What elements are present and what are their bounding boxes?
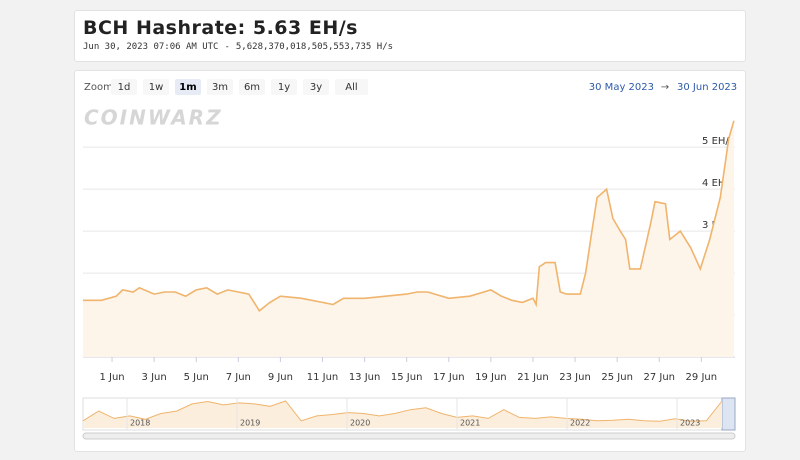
x-tick-label: 9 Jun [268,372,293,383]
range-arrow: → [661,82,669,93]
range-to[interactable]: 30 Jun 2023 [677,82,737,93]
zoom-button[interactable] [111,79,137,95]
range-from[interactable]: 30 May 2023 [589,82,654,93]
subtitle: Jun 30, 2023 07:06 AM UTC -5,628,370,018,… [83,42,399,52]
watermark: COINWARZ [84,106,223,130]
zoom-button-label[interactable]: 3m [212,82,228,93]
zoom-button-label[interactable]: 3y [310,82,322,93]
x-tick-label: 27 Jun [643,372,675,383]
zoom-button-label[interactable]: 1d [118,82,131,93]
x-tick-label: 15 Jun [391,372,423,383]
zoom-button[interactable] [175,79,201,95]
navigator-selection[interactable] [721,397,736,431]
x-tick-label: 5 Jun [184,372,209,383]
navigator-year: 2019 [240,419,260,428]
zoom-button[interactable] [207,79,233,95]
zoom-button[interactable] [143,79,169,95]
area [83,120,734,357]
navigator-year: 2022 [570,419,590,428]
zoom-button[interactable] [303,79,329,95]
x-tick-label: 1 Jun [99,372,124,383]
zoom-button-label[interactable]: 1y [278,82,290,93]
line [83,120,735,312]
navigator-line [82,400,723,422]
zoom-button-label[interactable]: 6m [244,82,260,93]
x-tick-label: 23 Jun [559,372,591,383]
x-tick-label: 3 Jun [142,372,167,383]
zoom-button[interactable] [271,79,297,95]
y-tick-label: 4 EH/s [702,178,734,189]
navigator-year: 2018 [130,419,150,428]
x-tick-label: 17 Jun [433,372,465,383]
header-card: BCH Hashrate: 5.63 EH/s Jun 30, 2023 07:… [74,10,746,62]
zoom-label: Zoom [84,82,113,93]
x-tick-label: 21 Jun [517,372,549,383]
exact-value: 5,628,370,018,505,553,735 H/s [235,42,394,52]
zoom-button-label[interactable]: 1m [179,82,196,93]
zoom-button-label[interactable]: 1w [149,82,164,93]
title: BCH Hashrate: 5.63 EH/s [83,17,358,39]
x-tick-label: 25 Jun [601,372,633,383]
zoom-button-label[interactable]: All [345,82,357,93]
separator: - [224,42,230,52]
x-tick-label: 13 Jun [349,372,381,383]
navigator-year: 2023 [680,419,700,428]
chart-card [74,70,746,452]
y-tick-label: 5 EH/s [702,136,734,147]
navigator-year: 2020 [350,419,370,428]
navigator-area [83,401,722,428]
zoom-button[interactable] [239,79,265,95]
scrollbar[interactable] [82,432,736,440]
x-tick-label: 19 Jun [475,372,507,383]
navigator-year: 2021 [460,419,480,428]
x-tick-label: 7 Jun [226,372,251,383]
x-tick-label: 29 Jun [686,372,718,383]
x-tick-label: 11 Jun [307,372,339,383]
zoom-button[interactable] [335,79,368,95]
timestamp: Jun 30, 2023 07:06 AM UTC [83,42,219,52]
